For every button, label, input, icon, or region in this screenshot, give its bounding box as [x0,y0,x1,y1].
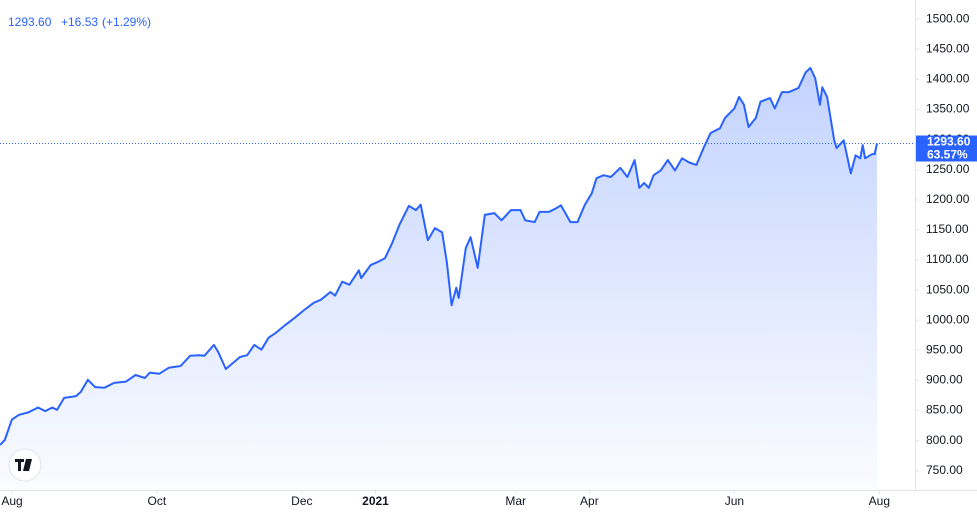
last-price-label: 1293.60 [927,135,971,149]
y-tick-label: 1350.00 [926,102,970,116]
last-change-label: 63.57% [927,148,968,162]
y-tick-label: 1400.00 [926,72,970,86]
y-tick-label: 950.00 [926,343,963,357]
y-tick-label: 1450.00 [926,42,970,56]
y-tick-label: 800.00 [926,433,963,447]
legend-price: 1293.60 [8,15,52,29]
y-tick-label: 1000.00 [926,312,970,326]
axes: 750.00 800.00 850.00 900.00 950.00 1000.00 105… [1,11,977,508]
tv-logo [8,448,42,482]
x-tick-label: Jun [725,494,744,508]
y-tick-label: 1100.00 [926,252,969,266]
x-tick-label: Mar [505,494,526,508]
x-tick-label: Dec [291,494,312,508]
last-price-box [916,135,977,162]
y-tick-label: 850.00 [926,403,963,417]
y-tick-label: 1200.00 [926,192,970,206]
y-tick-label: 750.00 [926,463,963,477]
legend-change: +16.53 [61,15,98,29]
x-tick-label: Oct [148,494,167,508]
plot-area [0,67,915,490]
price-line [0,67,878,446]
y-tick-label: 1150.00 [926,222,969,236]
x-tick-label: Aug [869,494,890,508]
y-tick-label: 1250.00 [926,162,970,176]
x-tick-label: Apr [580,494,599,508]
y-tick-label: 1500.00 [926,11,970,25]
y-tick-label: 1050.00 [926,282,970,296]
x-tick-label: 2021 [362,494,389,508]
x-tick-label: Aug [1,494,22,508]
y-tick-label: 900.00 [926,373,963,387]
legend-change-pct: (+1.29%) [102,15,151,29]
